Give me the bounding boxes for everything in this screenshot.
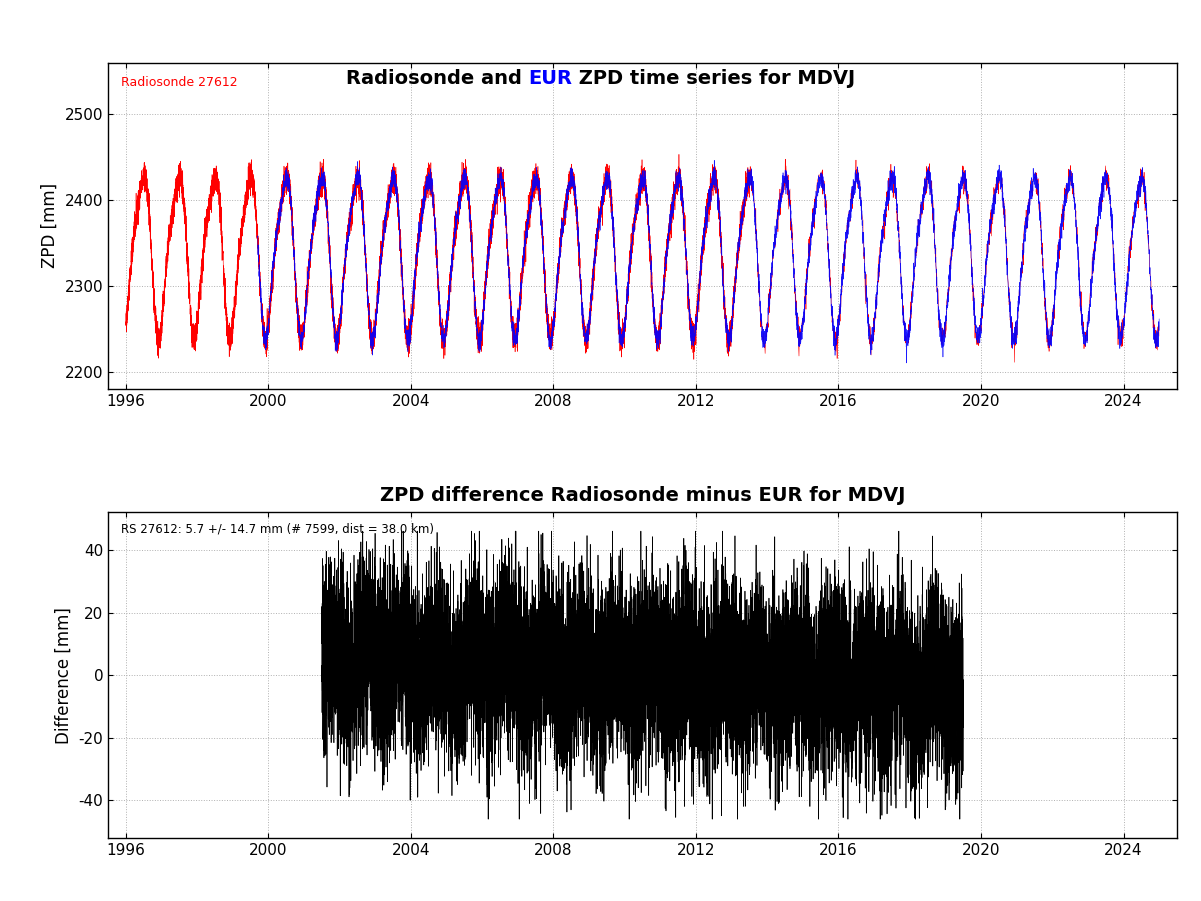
Text: Radiosonde 27612: Radiosonde 27612 [121, 76, 238, 89]
Text: Radiosonde and: Radiosonde and [346, 69, 528, 88]
Text: ZPD time series for MDVJ: ZPD time series for MDVJ [572, 69, 855, 88]
Text: EUR: EUR [528, 69, 572, 88]
Y-axis label: ZPD [mm]: ZPD [mm] [41, 183, 59, 268]
Title: ZPD difference Radiosonde minus EUR for MDVJ: ZPD difference Radiosonde minus EUR for … [380, 487, 906, 505]
Text: RS 27612: 5.7 +/- 14.7 mm (# 7599, dist = 38.0 km): RS 27612: 5.7 +/- 14.7 mm (# 7599, dist … [121, 522, 434, 535]
Y-axis label: Difference [mm]: Difference [mm] [55, 606, 73, 743]
